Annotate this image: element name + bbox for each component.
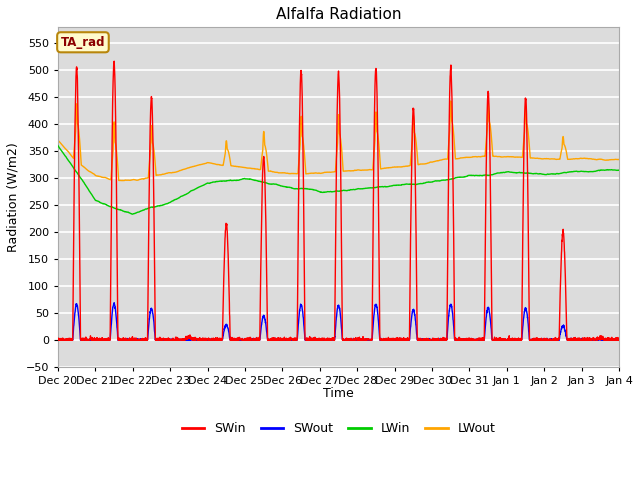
Line: LWout: LWout	[58, 101, 619, 180]
LWin	[615, 168, 623, 173]
LWin	[394, 182, 401, 188]
SWout	[110, 300, 118, 306]
SWin	[110, 59, 118, 64]
SWout	[54, 337, 61, 343]
SWin	[394, 335, 401, 341]
Text: TA_rad: TA_rad	[61, 36, 105, 49]
LWout	[562, 147, 570, 153]
LWin	[211, 179, 219, 185]
LWout	[54, 137, 61, 143]
Line: LWin: LWin	[58, 145, 619, 214]
SWin	[54, 337, 62, 343]
LWout	[615, 156, 623, 162]
Line: SWout: SWout	[58, 303, 619, 340]
LWout	[615, 156, 623, 162]
LWout	[211, 161, 219, 167]
SWin	[54, 336, 61, 342]
LWin	[403, 181, 411, 187]
SWout	[615, 337, 623, 343]
SWin	[615, 337, 623, 343]
LWout	[175, 168, 182, 174]
LWout	[394, 164, 401, 170]
SWout	[562, 331, 570, 337]
LWout	[118, 178, 126, 183]
SWin	[615, 337, 623, 343]
LWout	[403, 163, 411, 169]
LWin	[129, 211, 136, 217]
SWin	[403, 336, 411, 342]
LWin	[54, 143, 61, 148]
LWin	[175, 195, 182, 201]
Title: Alfalfa Radiation: Alfalfa Radiation	[276, 7, 401, 22]
Y-axis label: Radiation (W/m2): Radiation (W/m2)	[7, 142, 20, 252]
SWout	[394, 337, 401, 343]
SWin	[211, 336, 219, 342]
SWout	[615, 337, 623, 343]
Line: SWin: SWin	[58, 61, 619, 340]
SWout	[211, 337, 219, 343]
LWin	[562, 170, 570, 176]
SWout	[175, 337, 182, 343]
X-axis label: Time: Time	[323, 387, 354, 400]
LWout	[447, 98, 454, 104]
SWin	[562, 296, 570, 301]
SWin	[175, 336, 182, 342]
LWin	[615, 168, 623, 173]
SWout	[403, 337, 411, 343]
Legend: SWin, SWout, LWin, LWout: SWin, SWout, LWin, LWout	[177, 418, 500, 440]
